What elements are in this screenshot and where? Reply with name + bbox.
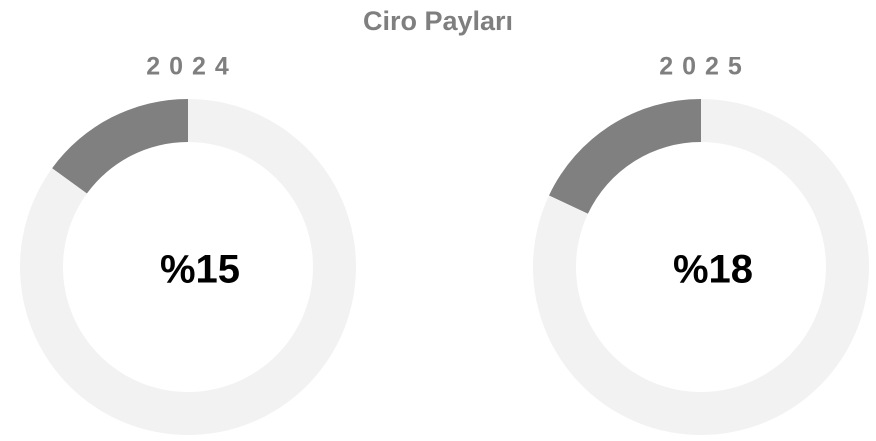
chart-subtitle: 2024	[146, 53, 238, 81]
donut-segment	[52, 99, 188, 194]
data-label: %18	[673, 248, 753, 292]
data-label: %15	[160, 248, 240, 292]
chart-title: Ciro Payları	[363, 6, 513, 36]
chart-subtitle: 2025	[659, 53, 751, 81]
donut-segment	[548, 99, 701, 214]
